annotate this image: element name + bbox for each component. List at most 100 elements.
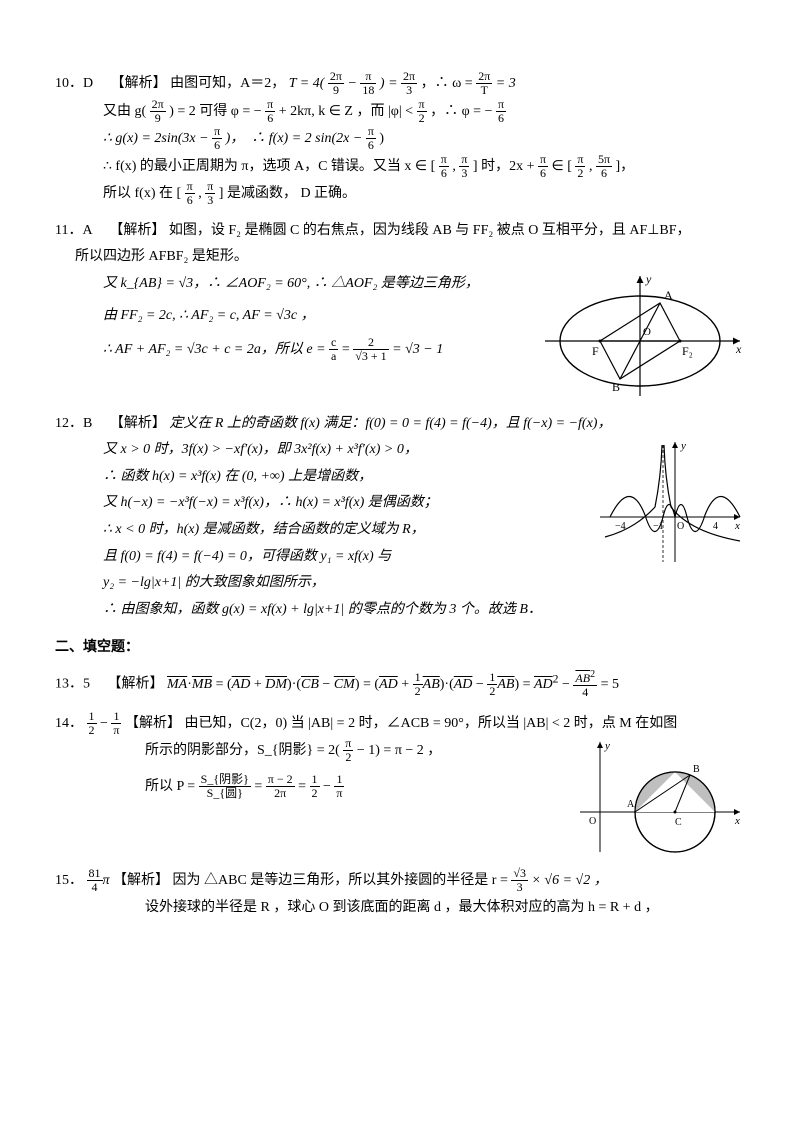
q10-l4f: ]， bbox=[616, 158, 635, 173]
q15-num: 15． bbox=[55, 873, 83, 888]
q12-tag: 【解析】 bbox=[110, 416, 166, 431]
q10-f15: 5π6 bbox=[596, 153, 612, 180]
q10-f3: 2π3 bbox=[401, 70, 417, 97]
q11-l2: 所以四边形 AFBF₂ 是矩形。 bbox=[55, 244, 745, 271]
q11: 11．A 【解析】 如图，设 F₂ 是椭圆 C 的右焦点，因为线段 AB 与 F… bbox=[55, 218, 745, 401]
q12-l1: 定义在 R 上的奇函数 f(x) 满足：f(0) = 0 = f(4) = f(… bbox=[169, 416, 611, 431]
lbl-F2: F₂ bbox=[682, 344, 693, 358]
q12-l7: y₂ = −lg|x+1| 的大致图象如图所示， bbox=[55, 570, 745, 597]
q10-f14: π2 bbox=[575, 153, 585, 180]
q10-line5: 所以 f(x) 在 [ π6 , π3 ] 是减函数， D 正确。 bbox=[55, 180, 745, 208]
q15-fR: √33 bbox=[511, 867, 528, 894]
q14-line1: 14． 12 − 1π 【解析】 由已知，C(2，0) 当 |AB| = 2 时… bbox=[55, 710, 745, 738]
q10-f5: 2π9 bbox=[150, 98, 166, 125]
q12-l2: 又 x > 0 时，3f(x) > −xf′(x)，即 3x²f(x) + x³… bbox=[103, 437, 589, 464]
q12: 12．B 【解析】 定义在 R 上的奇函数 f(x) 满足：f(0) = 0 =… bbox=[55, 411, 745, 624]
q12-lp4: 4 bbox=[713, 521, 718, 532]
lbl-B: B bbox=[612, 380, 620, 394]
q12-l5: ∴ x < 0 时，h(x) 是减函数，结合函数的定义域为 R， bbox=[103, 517, 589, 544]
q10-l1c: − bbox=[347, 76, 360, 91]
q10-f11: π6 bbox=[439, 153, 449, 180]
q12-num: 12．B bbox=[55, 416, 92, 431]
q11-l5c: = √3 − 1 bbox=[392, 342, 443, 357]
q14-tag: 【解析】 bbox=[125, 716, 181, 731]
q10-f2: π18 bbox=[360, 70, 376, 97]
q10-line1: 10．D 【解析】 由图可知，A＝2， T = 4( 2π9 − π18 ) =… bbox=[55, 70, 745, 98]
q10: 10．D 【解析】 由图可知，A＝2， T = 4( 2π9 − π18 ) =… bbox=[55, 70, 745, 208]
lbl-x: x bbox=[735, 342, 742, 356]
q14-ansA: 12 bbox=[87, 710, 97, 737]
q14-ly: y bbox=[604, 740, 610, 752]
q14-fP1: S_{阴影}S_{圆} bbox=[199, 773, 251, 800]
q11-fB: 2√3 + 1 bbox=[353, 336, 388, 363]
q14-lO: O bbox=[589, 816, 596, 827]
q10-l2c: + 2kπ, k ∈ Z ，而 |φ| < bbox=[279, 103, 417, 118]
q10-line3: ∴ g(x) = 2sin(3x − π6 )， ∴ f(x) = 2 sin(… bbox=[55, 125, 745, 153]
q14-l1: 由已知，C(2，0) 当 |AB| = 2 时，∠ACB = 90°，所以当 |… bbox=[184, 716, 677, 731]
q15: 15． 814π 【解析】 因为 △ABC 是等边三角形，所以其外接圆的半径是 … bbox=[55, 867, 745, 921]
lbl-A: A bbox=[664, 288, 673, 302]
q10-f10: π6 bbox=[366, 125, 376, 152]
ellipse-diagram-icon: x y A B F F₂ O bbox=[540, 271, 745, 401]
q10-line2: 又由 g( 2π9 ) = 2 可得 φ = − π6 + 2kπ, k ∈ Z… bbox=[55, 98, 745, 126]
q11-line1: 11．A 【解析】 如图，设 F₂ 是椭圆 C 的右焦点，因为线段 AB 与 F… bbox=[55, 218, 745, 245]
q10-line4: ∴ f(x) 的最小正周期为 π，选项 A，C 错误。又当 x ∈ [ π6 ,… bbox=[55, 153, 745, 181]
q12-l4: 又 h(−x) = −x³f(−x) = x³f(x)，∴ h(x) = x³f… bbox=[103, 490, 589, 517]
q10-f12: π3 bbox=[459, 153, 469, 180]
q11-figure: x y A B F F₂ O bbox=[534, 271, 745, 401]
q14-fP4: 1π bbox=[334, 773, 344, 800]
q15-l1a: 因为 △ABC 是等边三角形，所以其外接圆的半径是 r = bbox=[173, 873, 512, 888]
q12-lm1: −1 bbox=[653, 521, 664, 532]
q11-fA: ca bbox=[329, 336, 338, 363]
q14-l2: 所示的阴影部分，S_{阴影} = 2( π2 − 1) = π − 2 ， bbox=[145, 737, 569, 765]
q14-lA: A bbox=[627, 799, 635, 810]
q11-row: 又 k_{AB} = √3，∴ ∠AOF₂ = 60°, ∴ △AOF₂ 是等边… bbox=[55, 271, 745, 401]
q14-fP2: π − 22π bbox=[266, 773, 295, 800]
q10-num: 10．D bbox=[55, 76, 93, 91]
q13-eq: MA·MB = (AD + DM)·(CB − CM) = (AD + 12AB… bbox=[167, 677, 619, 692]
q12-row: 又 x > 0 时，3f(x) > −xf′(x)，即 3x²f(x) + x³… bbox=[55, 437, 745, 570]
q13-tag: 【解析】 bbox=[108, 677, 164, 692]
q15-line1: 15． 814π 【解析】 因为 △ABC 是等边三角形，所以其外接圆的半径是 … bbox=[55, 867, 745, 895]
q11-l3: 又 k_{AB} = √3，∴ ∠AOF₂ = 60°, ∴ △AOF₂ 是等边… bbox=[103, 271, 534, 298]
q10-l1e: ，∴ ω = bbox=[421, 76, 477, 91]
q14-row: 所示的阴影部分，S_{阴影} = 2( π2 − 1) = π − 2 ， 所以… bbox=[55, 737, 745, 857]
q12-l6: 且 f(0) = f(4) = f(−4) = 0，可得函数 y₁ = xf(x… bbox=[103, 544, 589, 571]
q12-l8: ∴ 由图象知，函数 g(x) = xf(x) + lg|x+1| 的零点的个数为… bbox=[55, 597, 745, 624]
q14-l3b: = bbox=[254, 779, 265, 794]
q15-l2: 设外接球的半径是 R ，球心 O 到该底面的距离 d ，最大体积对应的高为 h … bbox=[55, 895, 745, 922]
lbl-y: y bbox=[645, 272, 652, 286]
q10-l2a: 又由 g( bbox=[103, 103, 146, 118]
q14-l2a: 所示的阴影部分，S_{阴影} = 2( bbox=[145, 743, 340, 758]
q10-l2d: ，∴ φ = − bbox=[430, 103, 492, 118]
q15-tag: 【解析】 bbox=[113, 873, 169, 888]
q11-l5a: ∴ AF + AF₂ = √3c + c = 2a，所以 e = bbox=[103, 342, 329, 357]
q10-l1d: ) = bbox=[380, 76, 401, 91]
q11-tag: 【解析】 bbox=[109, 223, 165, 238]
q10-f7: π2 bbox=[417, 98, 427, 125]
q10-l3c: ) bbox=[379, 131, 384, 146]
graph-diagram-icon: x y O −4 −1 4 bbox=[595, 437, 745, 567]
q10-l4b: , bbox=[452, 158, 459, 173]
q10-l1b: T = 4( bbox=[289, 76, 325, 91]
q10-l4d: ∈ [ bbox=[552, 158, 572, 173]
q15-l1b: × √6 = √2 ， bbox=[531, 873, 607, 888]
q14-figure: x y O A B C bbox=[569, 737, 745, 857]
q10-tag: 【解析】 bbox=[111, 76, 167, 91]
q14-l3d: − bbox=[323, 779, 334, 794]
q14-fS: π2 bbox=[343, 737, 353, 764]
q14: 14． 12 − 1π 【解析】 由已知，C(2，0) 当 |AB| = 2 时… bbox=[55, 710, 745, 858]
q14-lx: x bbox=[734, 815, 740, 827]
q10-l5a: 所以 f(x) 在 [ bbox=[103, 186, 181, 201]
q10-l5b: , bbox=[198, 186, 205, 201]
q11-l4: 由 FF₂ = 2c, ∴ AF₂ = c, AF = √3c ， bbox=[103, 303, 534, 330]
q11-l5: ∴ AF + AF₂ = √3c + c = 2a，所以 e = ca = 2√… bbox=[103, 336, 534, 364]
q12-lm4: −4 bbox=[615, 521, 626, 532]
circle-shaded-diagram-icon: x y O A B C bbox=[575, 737, 745, 857]
q14-l3c: = bbox=[298, 779, 309, 794]
q12-ly: y bbox=[680, 440, 686, 452]
q10-l5c: ] 是减函数， D 正确。 bbox=[219, 186, 356, 201]
q11-l1: 如图，设 F₂ 是椭圆 C 的右焦点，因为线段 AB 与 FF₂ 被点 O 互相… bbox=[169, 223, 691, 238]
q10-l4c: ] 时，2x + bbox=[473, 158, 538, 173]
q11-l5b: = bbox=[342, 342, 353, 357]
